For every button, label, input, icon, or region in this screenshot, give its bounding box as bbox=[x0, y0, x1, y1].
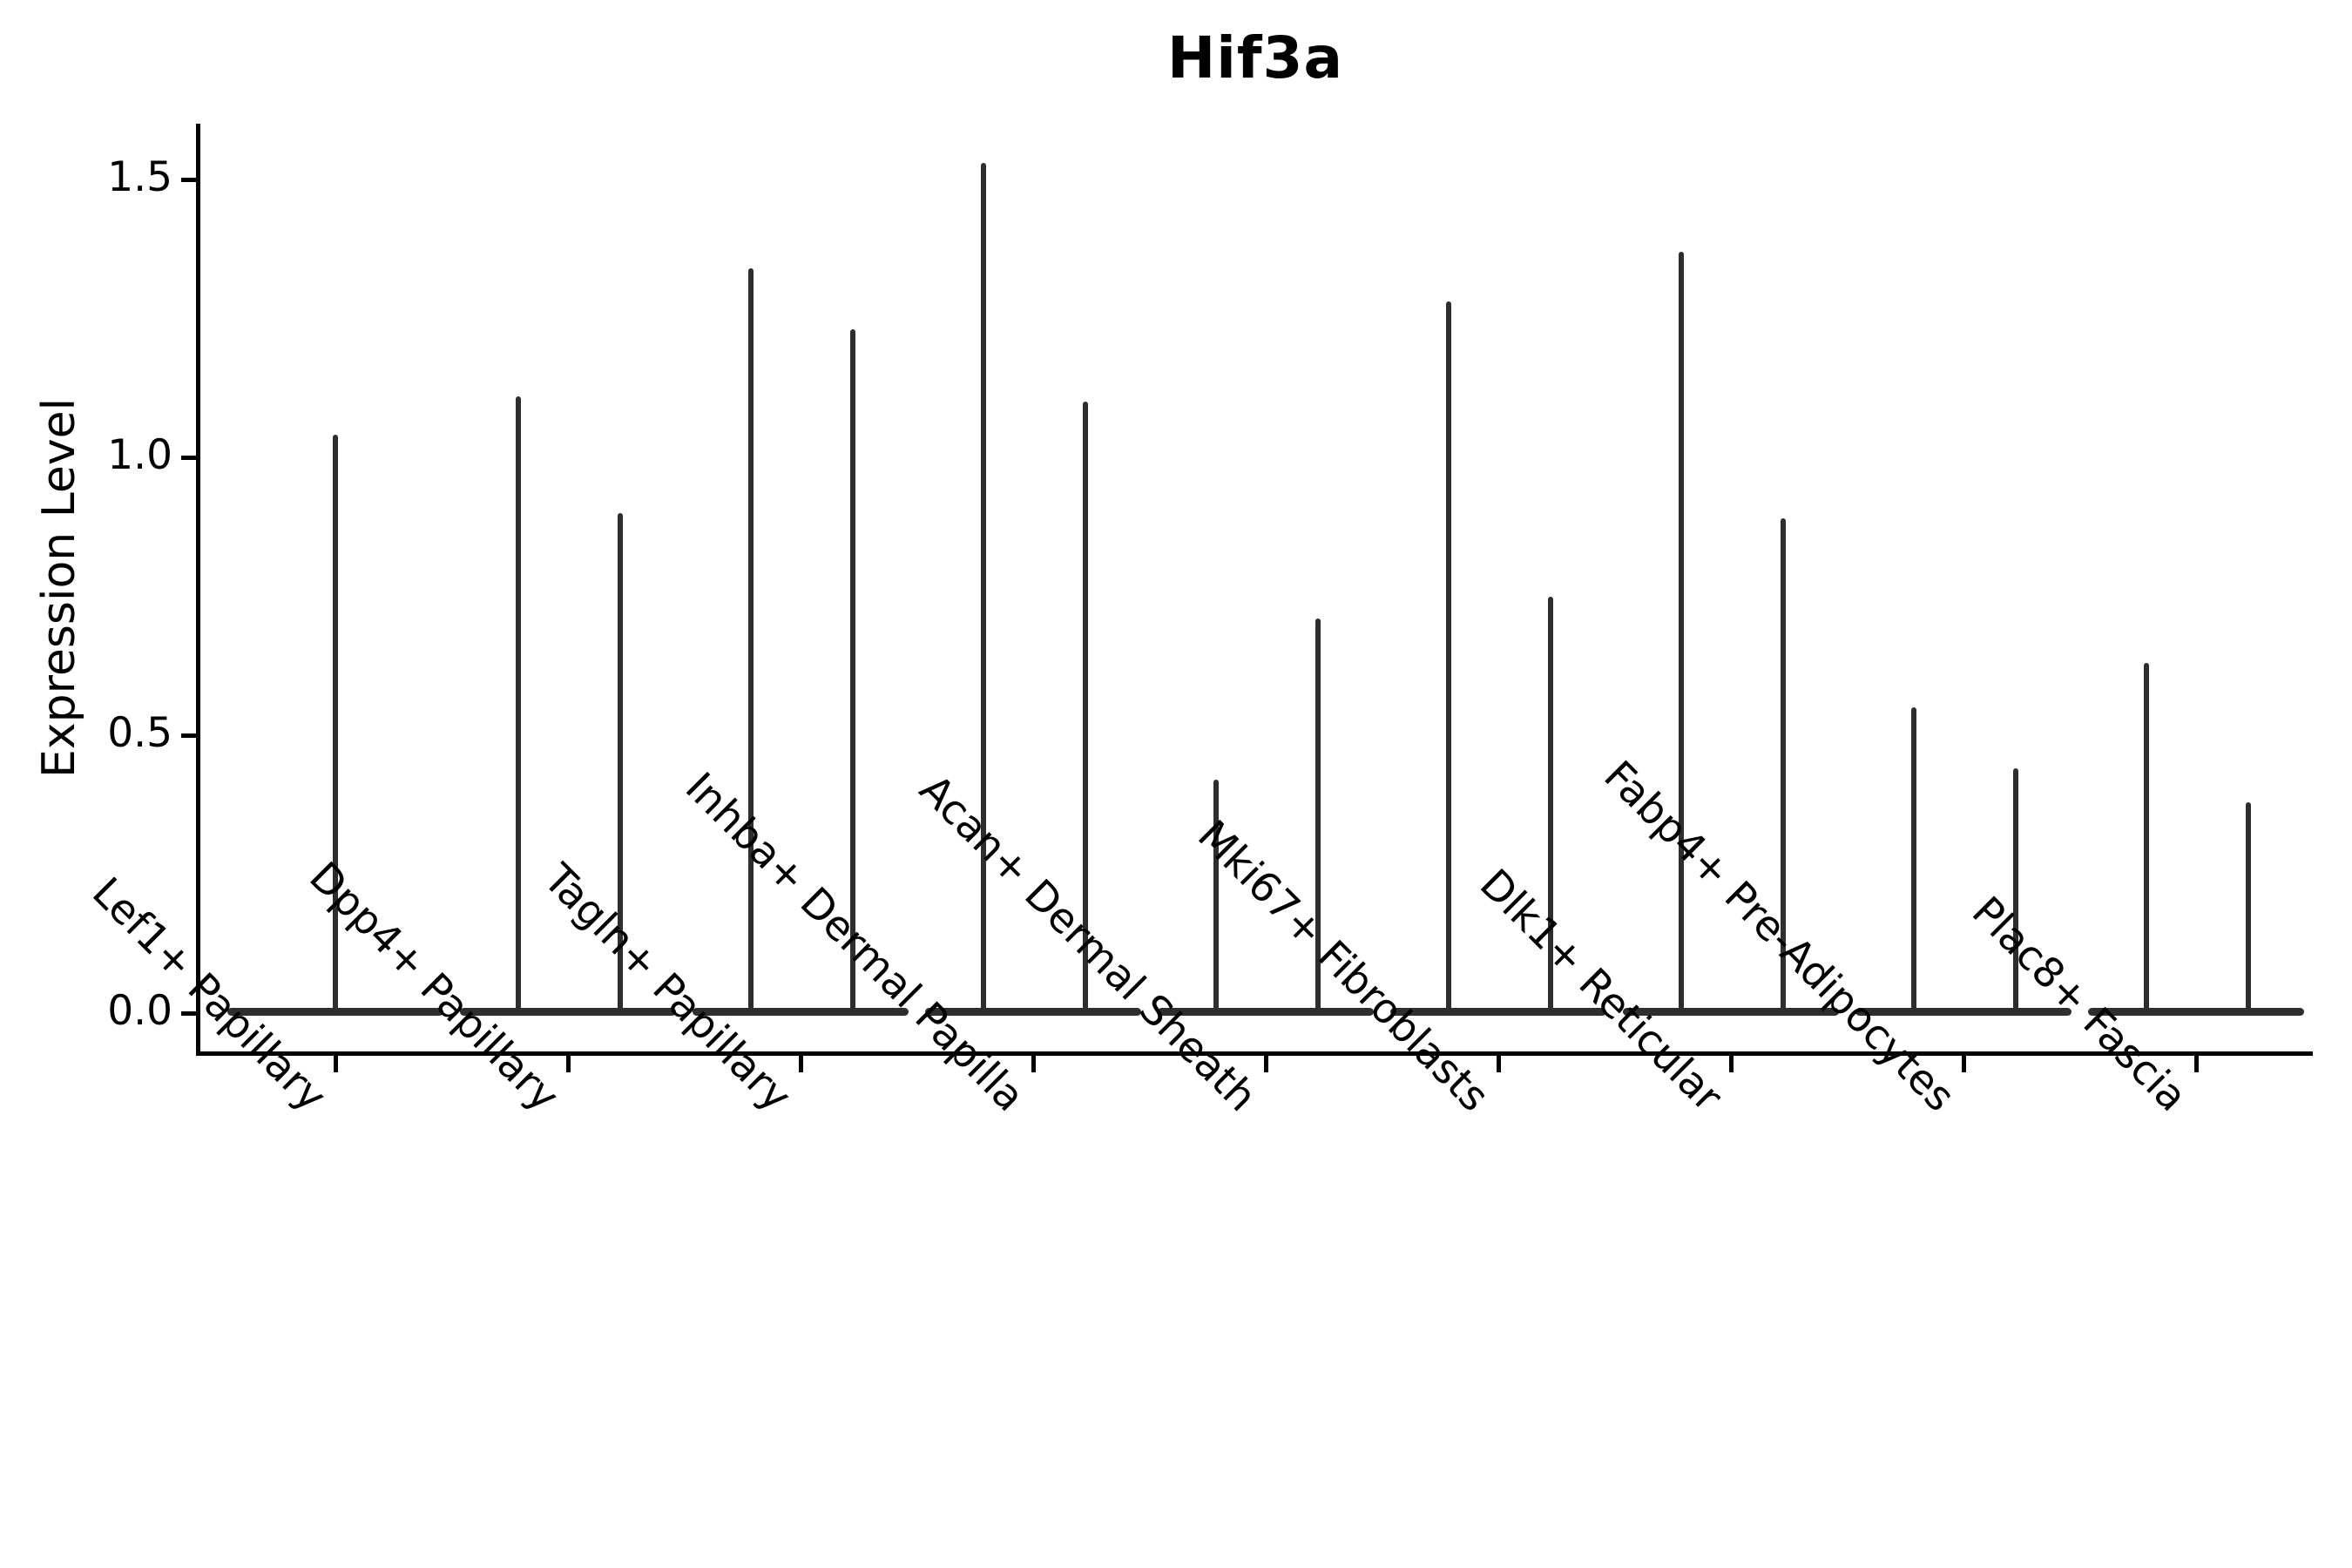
x-tick-label: Tagln+ Papillary bbox=[534, 855, 801, 1121]
violin-base bbox=[1390, 1008, 1606, 1016]
chart-title: Hif3a bbox=[1166, 24, 1344, 91]
x-tick-mark bbox=[1962, 1056, 1966, 1072]
violin-spike bbox=[1679, 251, 1684, 1011]
violin-spike bbox=[1781, 518, 1786, 1011]
violin-spike bbox=[981, 162, 986, 1011]
violin-base bbox=[925, 1008, 1141, 1016]
violin-spike bbox=[1213, 780, 1219, 1011]
y-tick-label: 1.0 bbox=[107, 431, 172, 479]
x-tick-label: Dlk1+ Reticular bbox=[1470, 860, 1731, 1121]
violin-base bbox=[1855, 1008, 2072, 1016]
x-tick-mark bbox=[1264, 1056, 1268, 1072]
violin-spike bbox=[2246, 801, 2251, 1011]
y-tick-mark bbox=[181, 456, 196, 460]
x-tick-mark bbox=[1497, 1056, 1501, 1072]
x-tick-mark bbox=[1729, 1056, 1734, 1072]
violin-spike bbox=[1083, 402, 1088, 1011]
y-axis-line bbox=[196, 124, 200, 1056]
x-tick-mark bbox=[566, 1056, 571, 1072]
violin-base bbox=[227, 1008, 443, 1016]
violin-base bbox=[1623, 1008, 1839, 1016]
y-tick-mark bbox=[181, 733, 196, 738]
x-tick-mark bbox=[334, 1056, 338, 1072]
violin-spike bbox=[1315, 618, 1321, 1011]
violin-spike bbox=[850, 329, 855, 1011]
violin-spike bbox=[618, 512, 623, 1011]
y-tick-mark bbox=[181, 178, 196, 182]
x-axis-line bbox=[196, 1051, 2313, 1056]
violin-spike bbox=[333, 435, 338, 1011]
y-axis-label: Expression Level bbox=[33, 397, 85, 779]
violin-base bbox=[693, 1008, 909, 1016]
y-tick-mark bbox=[181, 1011, 196, 1016]
x-tick-label: Dpp4+ Papillary bbox=[300, 853, 568, 1121]
y-tick-label: 1.5 bbox=[107, 153, 172, 201]
y-tick-label: 0.0 bbox=[107, 987, 172, 1035]
violin-base bbox=[2088, 1008, 2304, 1016]
x-tick-label: Plac8+ Fascia bbox=[1963, 887, 2196, 1121]
violin-base bbox=[460, 1008, 676, 1016]
violin-spike bbox=[748, 268, 754, 1011]
violin-spike bbox=[2144, 663, 2149, 1011]
violin-spike bbox=[1446, 301, 1451, 1011]
violin-base bbox=[1158, 1008, 1374, 1016]
violin-spike bbox=[516, 395, 521, 1011]
violin-spike bbox=[2013, 768, 2018, 1011]
x-tick-mark bbox=[2194, 1056, 2199, 1072]
y-tick-label: 0.5 bbox=[107, 709, 172, 757]
x-tick-mark bbox=[799, 1056, 803, 1072]
violin-spike bbox=[1548, 596, 1553, 1011]
x-tick-mark bbox=[1031, 1056, 1036, 1072]
violin-spike bbox=[1911, 707, 1916, 1011]
